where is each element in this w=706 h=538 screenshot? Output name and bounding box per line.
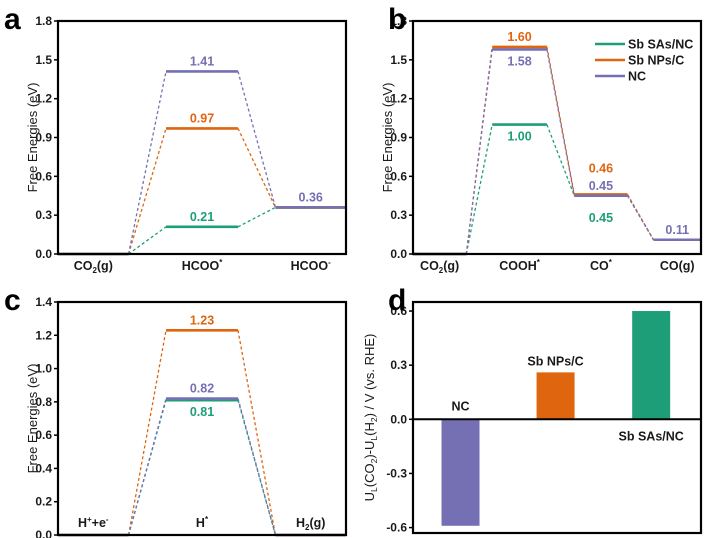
value-label: 0.21 <box>190 210 214 224</box>
bar-label: NC <box>451 399 469 413</box>
y-tick-label: 1.5 <box>35 53 52 67</box>
y-tick-label: 1.2 <box>35 92 52 106</box>
x-category-label: CO2(g) <box>74 259 113 275</box>
panel-c: 0.0 0.2 0.4 0.6 0.8 1.0 1.2 1.4 0.81 1.23 0.82 H++e… <box>4 284 348 538</box>
plot-frame <box>411 19 703 256</box>
connector-sbnpsc <box>127 330 167 536</box>
bar-sbnpsc <box>536 372 575 420</box>
bar-label: Sb NPs/C <box>527 354 583 368</box>
y-tick-label: 0.0 <box>390 412 407 426</box>
value-label: 0.45 <box>589 179 613 193</box>
plot-frame <box>56 300 348 537</box>
connector-sbsasnc <box>128 226 167 255</box>
value-label: 1.23 <box>190 313 214 327</box>
value-label: 1.00 <box>507 130 531 144</box>
bar-sbsasnc <box>632 311 671 420</box>
connector-nc <box>127 71 167 255</box>
y-tick-label: 0.8 <box>35 395 52 409</box>
connector-sbnpsc <box>237 330 277 536</box>
y-tick-label: 1.4 <box>35 295 52 309</box>
x-category-label: COOH* <box>499 258 541 273</box>
legend-label: NC <box>628 70 646 84</box>
panel-d: -0.6 -0.3 0.0 0.3 0.6 NC Sb NPs/C Sb SAs/NC UL(C… <box>362 284 703 535</box>
y-tick-label: 0.9 <box>35 131 52 145</box>
connector-sbnpsc <box>127 128 167 255</box>
panel-b: 0.0 0.3 0.6 0.9 1.2 1.5 1.8 1.00 0.45 1.60 0.46 1.5… <box>380 3 703 275</box>
panel-a: 0.0 0.3 0.6 0.9 1.2 1.5 1.8 0.21 0.97 1.41 0.36 CO2… <box>4 3 348 275</box>
connector-nc <box>237 398 277 536</box>
y-axis-label: Free Energies (eV) <box>25 364 40 474</box>
panel-letter: a <box>4 3 21 36</box>
y-axis-label: UL(CO2)-UL(H2) / V (vs. RHE) <box>362 334 379 502</box>
y-tick-label: 0.4 <box>35 461 52 475</box>
panel-letter: d <box>388 284 406 317</box>
value-label: 0.36 <box>299 190 323 204</box>
x-category-label: CO2(g) <box>420 259 459 275</box>
y-tick-label: 0.3 <box>390 208 407 222</box>
y-tick-label: 1.8 <box>390 14 407 28</box>
value-label: 1.41 <box>190 54 214 68</box>
y-tick-label: 0.2 <box>35 495 52 509</box>
y-tick-label: 0.3 <box>390 358 407 372</box>
y-tick-label: 1.2 <box>35 328 52 342</box>
plot-frame <box>56 19 348 256</box>
y-tick-label: 1.8 <box>35 14 52 28</box>
value-label: 0.97 <box>190 111 214 125</box>
connector-nc <box>465 49 493 255</box>
y-tick-label: -0.3 <box>386 466 407 480</box>
y-tick-label: 0.6 <box>390 169 407 183</box>
y-tick-label: 1.0 <box>35 362 52 376</box>
value-label: 0.11 <box>665 223 689 237</box>
y-tick-label: 1.2 <box>390 92 407 106</box>
connector-nc <box>237 71 277 208</box>
connector-sbnpsc <box>237 128 277 208</box>
connector-sbsasnc <box>237 206 276 228</box>
y-tick-label: 0.0 <box>35 247 52 261</box>
y-axis-label: Free Energies (eV) <box>25 83 40 193</box>
y-tick-label: 0.6 <box>390 304 407 318</box>
connector-nc <box>546 49 575 196</box>
x-category-label: H2(g) <box>296 516 325 532</box>
connector-sbsasnc <box>127 400 167 536</box>
x-category-label: CO(g) <box>660 259 695 273</box>
x-category-label: H* <box>196 515 209 530</box>
y-tick-label: 0.3 <box>35 208 52 222</box>
panel-letter: c <box>4 284 21 317</box>
y-tick-label: 1.5 <box>390 53 407 67</box>
y-axis-label: Free Energies (eV) <box>380 83 395 193</box>
x-category-label: CO* <box>590 258 613 273</box>
bar-label: Sb SAs/NC <box>619 429 684 443</box>
connector-sbsasnc <box>546 124 575 196</box>
connector-sbsasnc <box>465 124 493 255</box>
plot-frame <box>411 300 703 535</box>
value-label: 0.81 <box>190 405 214 419</box>
y-tick-label: 0.6 <box>35 169 52 183</box>
y-tick-label: 0.0 <box>35 528 52 538</box>
x-category-label: HCOO* <box>182 258 224 273</box>
legend-label: Sb NPs/C <box>628 54 684 68</box>
value-label: 1.58 <box>507 54 531 68</box>
bar-nc <box>441 419 480 526</box>
x-category-label: HCOO- <box>291 258 332 273</box>
legend: Sb SAs/NC Sb NPs/C NC <box>595 38 693 84</box>
value-label: 1.60 <box>507 30 531 44</box>
x-category-label: H++e- <box>78 515 109 530</box>
y-tick-label: -0.6 <box>386 521 407 535</box>
connector-nc <box>127 398 167 536</box>
value-label: 0.45 <box>589 211 613 225</box>
legend-label: Sb SAs/NC <box>628 38 693 52</box>
y-tick-label: 0.0 <box>390 247 407 261</box>
value-label: 0.82 <box>190 382 214 396</box>
value-label: 0.46 <box>589 161 613 175</box>
y-tick-label: 0.6 <box>35 428 52 442</box>
y-tick-label: 0.9 <box>390 131 407 145</box>
panel-letter: b <box>388 3 406 36</box>
